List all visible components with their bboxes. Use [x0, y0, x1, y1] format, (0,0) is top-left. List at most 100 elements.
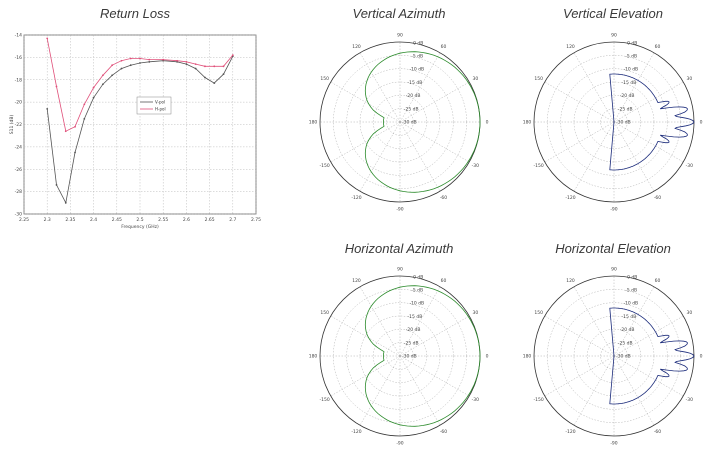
radial-tick-label: -20 dB — [620, 327, 635, 333]
data-point — [120, 59, 123, 62]
data-point — [46, 37, 49, 40]
data-point — [55, 184, 58, 186]
legend-box — [136, 96, 172, 115]
legend-entry: H-pol — [155, 107, 166, 112]
radial-tick-label: -25 dB — [618, 340, 633, 346]
radial-tick-label: 0 dB — [627, 274, 637, 280]
angle-tick-label: 0 — [700, 120, 703, 126]
angle-tick-label: 90 — [611, 33, 617, 39]
polar-spoke — [613, 355, 684, 397]
angle-tick-label: 0 — [486, 354, 489, 360]
polar-spoke — [613, 81, 684, 123]
angle-tick-label: -90 — [610, 207, 617, 213]
data-point — [148, 58, 151, 61]
polar-spoke — [399, 286, 441, 357]
polar-spoke — [359, 355, 401, 426]
radial-tick-label: -15 dB — [408, 314, 423, 320]
x-axis-label: Frequency (GHz) — [121, 224, 159, 230]
angle-tick-label: 180 — [309, 120, 318, 126]
data-point — [74, 125, 76, 128]
data-point — [231, 54, 234, 57]
polar-ring — [560, 68, 668, 176]
data-point — [64, 201, 67, 204]
vertical-elevation-title: Vertical Elevation — [563, 6, 663, 21]
angle-tick-label: 120 — [566, 278, 575, 284]
x-tick-label: 2.7 — [229, 217, 236, 223]
radial-tick-label: -20 dB — [620, 93, 635, 99]
radial-tick-label: -10 dB — [409, 67, 424, 73]
polar-ring — [346, 302, 454, 410]
angle-tick-label: -150 — [320, 163, 330, 169]
polar-ring — [587, 95, 641, 149]
angle-tick-label: 150 — [320, 310, 329, 316]
data-point — [129, 57, 132, 60]
polar-spoke — [359, 52, 401, 123]
angle-tick-label: 60 — [655, 44, 661, 50]
data-point — [162, 58, 165, 61]
data-point — [185, 63, 188, 65]
angle-tick-label: 90 — [611, 267, 617, 273]
polar-spoke — [573, 52, 615, 123]
angle-tick-label: -90 — [396, 207, 403, 213]
polar-ring — [587, 329, 641, 383]
data-point — [185, 60, 188, 63]
data-point — [92, 86, 95, 89]
data-point — [139, 57, 141, 60]
data-point — [120, 67, 123, 70]
series-line-hpol — [46, 38, 234, 132]
data-point — [213, 82, 216, 85]
y-tick-label: -26 — [15, 167, 22, 173]
x-tick-label: 2.3 — [44, 217, 51, 223]
data-point — [222, 73, 225, 76]
x-tick-label: 2.6 — [183, 217, 190, 223]
polar-spoke — [399, 52, 441, 123]
angle-tick-label: -90 — [610, 441, 617, 447]
x-tick-label: 2.65 — [205, 217, 215, 223]
polar-spoke — [544, 315, 615, 357]
legend: V-pol H-pol — [136, 96, 172, 115]
plot-frame — [23, 34, 257, 215]
horizontal-elevation-title: Horizontal Elevation — [555, 241, 671, 256]
y-tick-label: -18 — [15, 77, 22, 83]
polar-spoke — [544, 355, 615, 397]
data-point — [83, 118, 86, 120]
data-point — [139, 62, 141, 64]
radiation-pattern — [609, 73, 695, 171]
polar-ring — [560, 302, 668, 410]
radial-tick-label: -5 dB — [625, 287, 637, 293]
radial-tick-label: -15 dB — [622, 314, 637, 320]
data-point — [92, 96, 95, 99]
polar-spoke — [399, 355, 470, 397]
polar-spoke — [573, 286, 615, 357]
angle-tick-label: 180 — [309, 354, 318, 360]
radial-tick-label: -5 dB — [411, 287, 423, 293]
angle-tick-label: -60 — [440, 195, 447, 201]
angle-tick-label: -150 — [534, 163, 544, 169]
angle-tick-label: 0 — [486, 120, 489, 126]
angle-tick-label: 30 — [472, 310, 478, 316]
angle-tick-label: 90 — [397, 33, 403, 39]
radial-tick-label: -5 dB — [411, 53, 423, 59]
polar-spoke — [399, 315, 470, 357]
angle-tick-label: 30 — [472, 76, 478, 82]
x-tick-label: 2.35 — [65, 217, 75, 223]
polar-spoke — [573, 355, 615, 426]
polar-spoke — [399, 355, 441, 426]
radial-tick-label: -25 dB — [404, 340, 419, 346]
y-axis-label: S11 (dB) — [9, 115, 15, 135]
polar-spoke — [573, 121, 615, 192]
angle-tick-label: -30 — [686, 397, 693, 403]
radial-tick-label: -10 dB — [623, 67, 638, 73]
data-point — [83, 103, 86, 106]
angle-tick-label: -60 — [654, 195, 661, 201]
x-tick-label: 2.75 — [251, 217, 261, 223]
y-tick-label: -14 — [15, 33, 22, 39]
polar-spoke — [359, 121, 401, 192]
data-point — [55, 85, 58, 88]
polar-chart-4: 0 30 60 90 120 150 180 -150 -120 -90 -60 -30 0 dB -5 … — [523, 267, 703, 447]
radial-tick-label: -10 dB — [623, 301, 638, 307]
angle-tick-label: 60 — [441, 278, 447, 284]
x-tick-label: 2.4 — [90, 217, 97, 223]
data-point — [204, 76, 206, 79]
